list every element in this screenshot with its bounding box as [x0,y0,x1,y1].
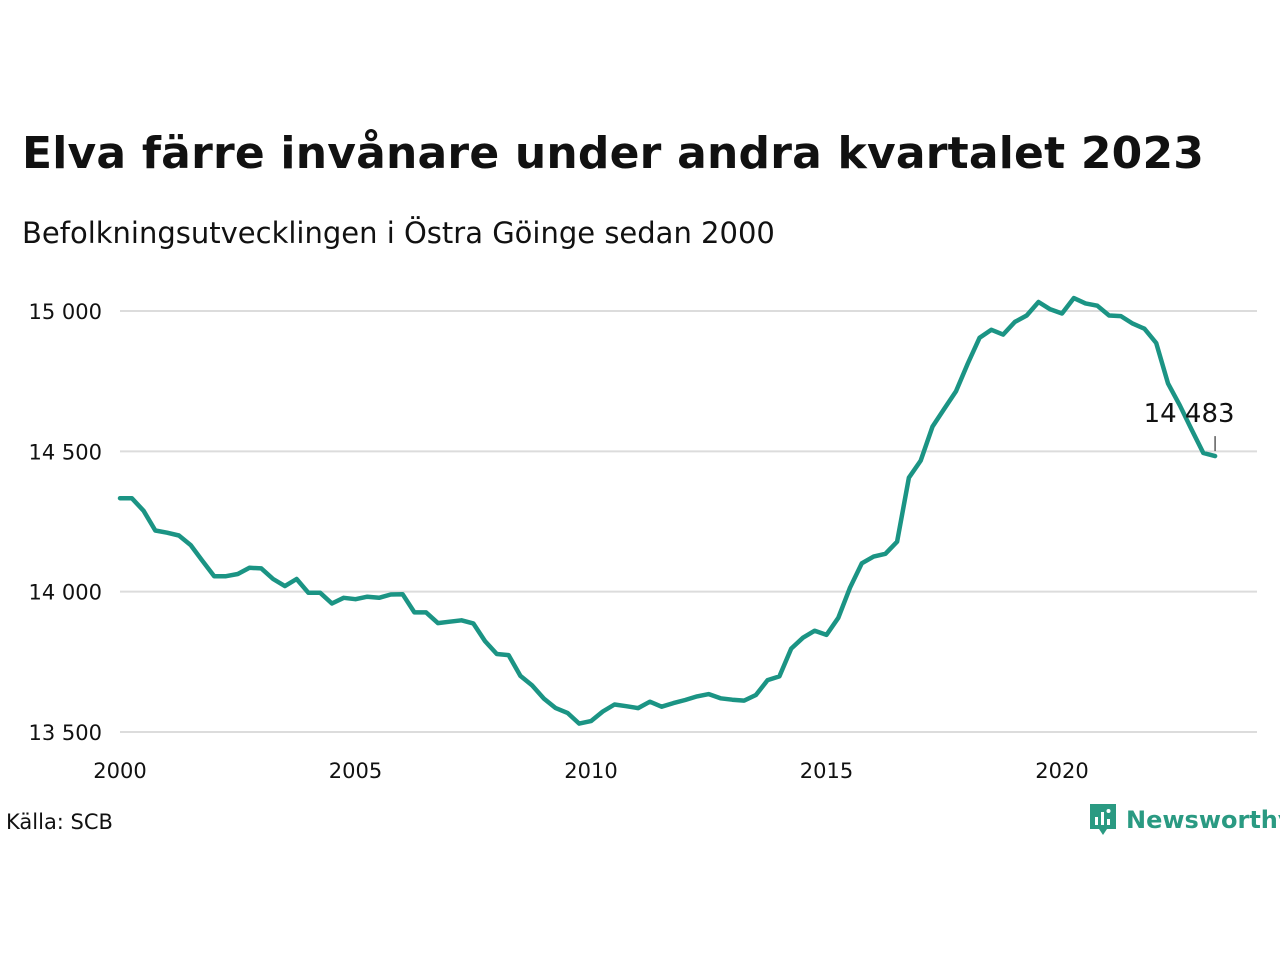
brand-name: Newsworthy [1126,806,1280,834]
bar-chart-bubble-icon [1090,804,1116,835]
x-tick-label: 2010 [564,759,617,783]
x-tick-label: 2000 [93,759,146,783]
y-tick-label: 13 500 [29,721,102,745]
y-axis-ticks: 13 500 14 000 14 500 15 000 [29,300,102,745]
x-axis-ticks: 2000 2005 2010 2015 2020 [93,759,1088,783]
x-tick-label: 2015 [800,759,853,783]
y-tick-label: 15 000 [29,300,102,324]
x-tick-label: 2005 [329,759,382,783]
brand-logo: Newsworthy [1088,802,1280,838]
y-tick-label: 14 500 [29,440,102,464]
grid-lines [120,310,1257,733]
source-note: Källa: SCB [6,810,113,834]
x-tick-label: 2020 [1035,759,1088,783]
line-chart: 13 500 14 000 14 500 15 000 2000 2005 2010 201… [29,295,1257,783]
end-value-label: 14 483 [1144,399,1235,429]
chart-subtitle: Befolkningsutvecklingen i Östra Göinge s… [22,216,775,250]
y-tick-label: 14 000 [29,581,102,605]
chart-title: Elva färre invånare under andra kvartale… [22,128,1205,179]
population-line [117,295,1218,726]
